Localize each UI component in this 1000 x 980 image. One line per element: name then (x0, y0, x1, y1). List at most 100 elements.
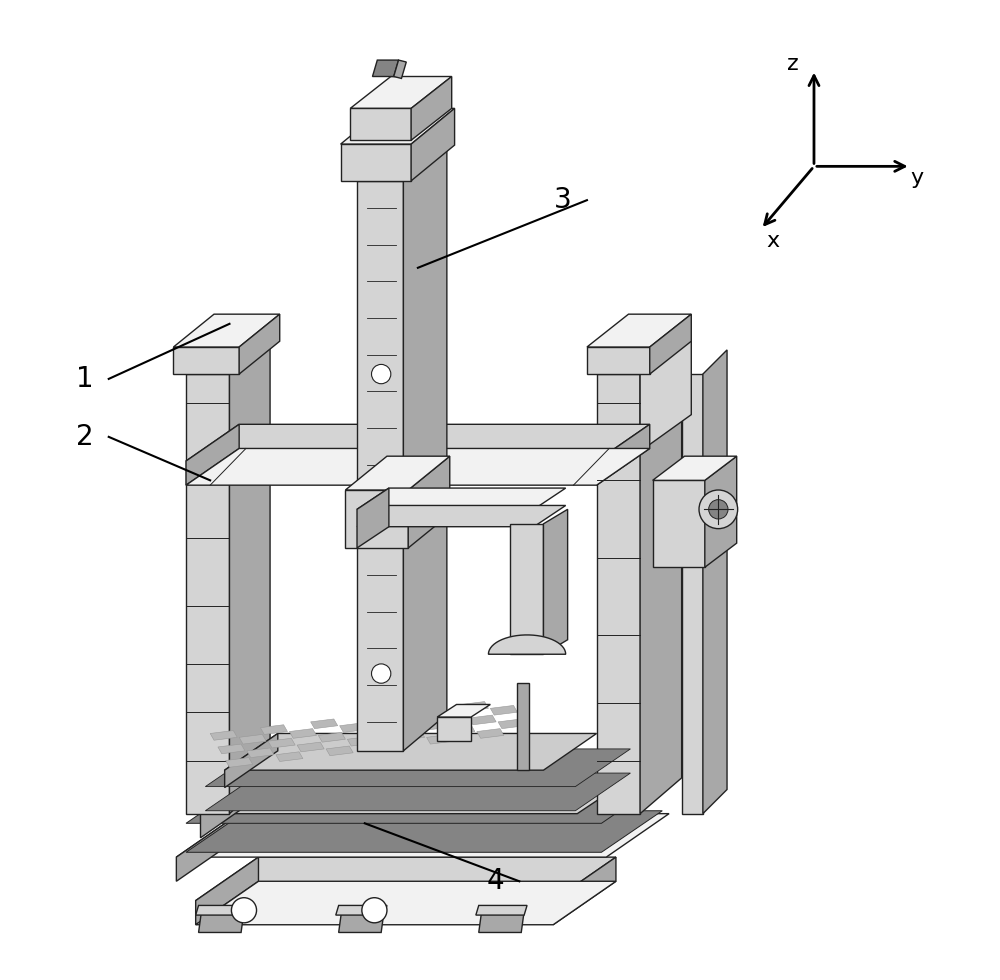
Polygon shape (218, 744, 245, 754)
Polygon shape (186, 424, 650, 461)
Polygon shape (186, 449, 650, 485)
Polygon shape (411, 708, 438, 717)
Circle shape (372, 663, 391, 683)
Polygon shape (411, 76, 452, 140)
Polygon shape (369, 727, 396, 736)
Polygon shape (517, 683, 529, 770)
Polygon shape (205, 773, 630, 810)
Polygon shape (490, 706, 517, 715)
Polygon shape (411, 109, 455, 181)
Polygon shape (357, 506, 566, 526)
Polygon shape (498, 719, 525, 728)
Polygon shape (173, 347, 239, 374)
Polygon shape (403, 144, 447, 751)
Circle shape (362, 898, 387, 923)
Polygon shape (469, 715, 496, 725)
Polygon shape (372, 60, 399, 76)
Polygon shape (479, 911, 524, 933)
Polygon shape (196, 881, 616, 925)
Polygon shape (340, 723, 367, 732)
Polygon shape (703, 350, 727, 813)
Text: 1: 1 (76, 365, 93, 393)
Circle shape (372, 365, 391, 384)
Polygon shape (553, 858, 616, 925)
Polygon shape (318, 732, 345, 742)
Polygon shape (427, 734, 454, 744)
Polygon shape (587, 315, 691, 347)
Polygon shape (510, 524, 543, 655)
Polygon shape (597, 424, 650, 485)
Polygon shape (653, 456, 737, 480)
Polygon shape (186, 782, 662, 823)
Circle shape (709, 500, 728, 519)
Polygon shape (357, 181, 403, 751)
Polygon shape (176, 813, 669, 858)
Polygon shape (341, 144, 411, 181)
Polygon shape (461, 702, 488, 711)
Polygon shape (196, 906, 247, 915)
Polygon shape (339, 911, 384, 933)
Circle shape (231, 898, 257, 923)
Polygon shape (587, 347, 650, 374)
Polygon shape (682, 374, 703, 813)
Polygon shape (350, 109, 411, 140)
Polygon shape (186, 424, 239, 485)
Polygon shape (597, 374, 640, 813)
Polygon shape (268, 738, 295, 748)
Polygon shape (297, 742, 324, 752)
Polygon shape (276, 752, 303, 761)
Polygon shape (361, 713, 388, 723)
Polygon shape (440, 711, 467, 721)
Polygon shape (653, 480, 705, 567)
Polygon shape (260, 725, 287, 734)
Polygon shape (350, 76, 452, 109)
Polygon shape (347, 736, 374, 746)
Polygon shape (229, 337, 270, 813)
Polygon shape (357, 144, 447, 181)
Polygon shape (205, 749, 630, 787)
Polygon shape (437, 705, 490, 717)
Polygon shape (239, 315, 280, 374)
Polygon shape (543, 510, 568, 655)
Polygon shape (210, 730, 237, 740)
Polygon shape (437, 717, 471, 741)
Polygon shape (341, 109, 455, 144)
Polygon shape (196, 858, 258, 925)
Polygon shape (345, 456, 450, 490)
Polygon shape (345, 490, 408, 548)
Polygon shape (173, 315, 280, 347)
Text: y: y (911, 168, 924, 188)
Polygon shape (225, 733, 278, 788)
Polygon shape (419, 721, 446, 730)
Text: z: z (787, 54, 799, 74)
Polygon shape (289, 728, 316, 738)
Polygon shape (199, 911, 244, 933)
Text: 3: 3 (554, 186, 572, 215)
Text: 4: 4 (486, 867, 504, 896)
Polygon shape (311, 719, 338, 728)
Polygon shape (186, 374, 229, 813)
Polygon shape (226, 758, 253, 767)
Polygon shape (357, 488, 389, 548)
Polygon shape (477, 728, 504, 738)
Text: 2: 2 (76, 422, 93, 451)
Polygon shape (476, 906, 527, 915)
Polygon shape (336, 906, 387, 915)
Polygon shape (408, 456, 450, 548)
Polygon shape (448, 725, 475, 734)
Polygon shape (201, 775, 258, 838)
Text: x: x (766, 230, 779, 251)
Circle shape (699, 490, 738, 528)
Polygon shape (196, 858, 616, 901)
Polygon shape (326, 746, 353, 756)
Polygon shape (705, 456, 737, 567)
Polygon shape (640, 338, 682, 813)
Polygon shape (488, 635, 566, 655)
Polygon shape (376, 740, 403, 750)
Polygon shape (201, 775, 635, 813)
Polygon shape (176, 813, 239, 881)
Polygon shape (225, 733, 597, 770)
Polygon shape (239, 734, 266, 744)
Polygon shape (247, 748, 274, 758)
Polygon shape (640, 339, 691, 452)
